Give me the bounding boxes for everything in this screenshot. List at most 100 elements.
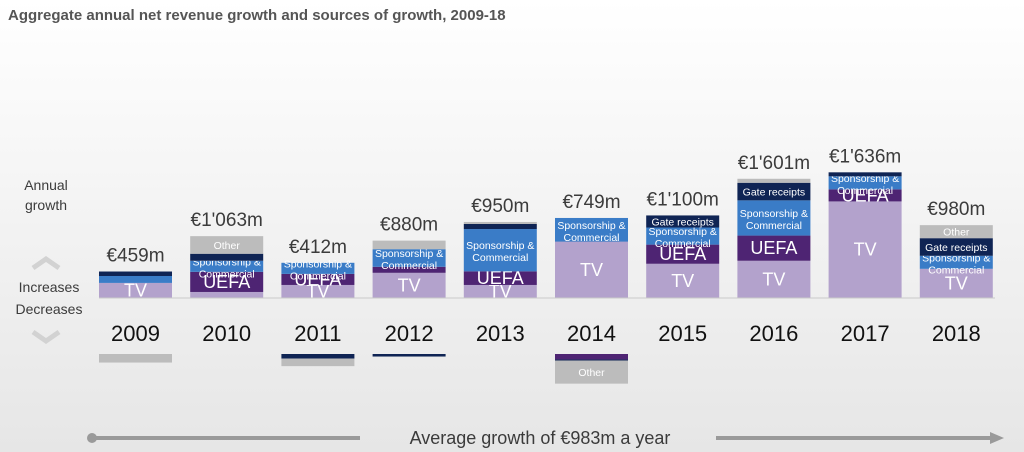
segment-label: TV bbox=[124, 280, 147, 300]
segment-uefa bbox=[190, 271, 264, 292]
segment-label: UEFA bbox=[659, 244, 706, 264]
total-label: €412m bbox=[289, 237, 347, 258]
segment-gate-receipts bbox=[919, 238, 993, 256]
decrease-gate-receipts bbox=[555, 359, 628, 361]
segment-uefa bbox=[646, 244, 720, 264]
segment-label: Sponsorship & Commercial bbox=[831, 173, 899, 197]
segment-label: UEFA bbox=[203, 272, 250, 292]
segment-gate-receipts bbox=[99, 271, 172, 276]
segment-sponsorship-commercial bbox=[190, 260, 264, 272]
segment-tv bbox=[281, 284, 355, 298]
segment-gate-receipts bbox=[828, 172, 902, 177]
segment-label: Gate receipts bbox=[743, 187, 805, 199]
segment-other bbox=[190, 236, 264, 254]
segment-label: TV bbox=[489, 281, 512, 301]
chevron-down-icon bbox=[31, 329, 61, 345]
bar-2014: TV Sponsorship & Commercial €749m Other bbox=[555, 192, 628, 384]
segment-tv bbox=[555, 241, 628, 298]
total-label: €1'636m bbox=[829, 146, 901, 167]
segment-sponsorship-commercial bbox=[555, 217, 628, 242]
chart-title: Aggregate annual net revenue growth and … bbox=[8, 7, 506, 24]
segment-sponsorship-commercial bbox=[99, 275, 172, 283]
decrease-other bbox=[555, 360, 628, 384]
total-label: €1'601m bbox=[738, 153, 810, 174]
segment-label: UEFA bbox=[750, 238, 797, 258]
segment-tv bbox=[646, 263, 720, 298]
total-label: €749m bbox=[562, 192, 620, 213]
segment-label: UEFA bbox=[477, 268, 524, 288]
year-label: 2017 bbox=[841, 321, 890, 346]
segment-gate-receipts bbox=[463, 223, 537, 230]
decrease-other bbox=[99, 354, 172, 363]
average-growth-text: Average growth of €983m a year bbox=[410, 428, 671, 448]
segment-uefa bbox=[828, 189, 902, 202]
segment-label: Sponsorship & Commercial bbox=[557, 220, 625, 244]
year-label: 2016 bbox=[749, 321, 798, 346]
segment-label: Sponsorship & Commercial bbox=[375, 248, 443, 272]
segment-sponsorship-commercial bbox=[646, 227, 720, 245]
segment-label: Sponsorship & Commercial bbox=[284, 258, 352, 282]
bar-2009: TV €459m bbox=[99, 246, 172, 363]
segment-label: Other bbox=[578, 367, 605, 379]
segment-uefa bbox=[372, 266, 446, 273]
arrow-head-icon bbox=[990, 432, 1004, 444]
segment-other bbox=[372, 240, 446, 250]
decrease-uefa bbox=[555, 354, 628, 360]
segment-label: TV bbox=[580, 260, 603, 280]
year-label: 2018 bbox=[932, 321, 981, 346]
segment-tv bbox=[99, 282, 172, 298]
segment-sponsorship-commercial bbox=[737, 200, 811, 236]
year-label: 2014 bbox=[567, 321, 616, 346]
segment-label: Sponsorship & Commercial bbox=[740, 208, 808, 232]
decrease-gate-receipts bbox=[372, 354, 446, 357]
segment-other bbox=[463, 221, 537, 224]
footer-arrow bbox=[87, 432, 1004, 444]
segment-label: TV bbox=[945, 273, 968, 293]
year-label: 2015 bbox=[658, 321, 707, 346]
year-label: 2012 bbox=[385, 321, 434, 346]
bar-2016: TV UEFA Sponsorship & Commercial Gate receip… bbox=[737, 153, 811, 298]
segment-sponsorship-commercial bbox=[463, 229, 537, 272]
year-label: 2011 bbox=[294, 321, 341, 346]
segment-tv bbox=[919, 268, 993, 298]
segment-label: TV bbox=[671, 271, 694, 291]
segment-label: Sponsorship & Commercial bbox=[649, 226, 717, 250]
segment-label: Sponsorship & Commercial bbox=[466, 240, 534, 264]
segment-uefa bbox=[281, 273, 355, 285]
year-label: 2013 bbox=[476, 321, 525, 346]
segment-label: UEFA bbox=[294, 269, 341, 289]
segment-tv bbox=[737, 260, 811, 298]
segment-tv bbox=[463, 284, 537, 298]
segment-label: Gate receipts bbox=[651, 216, 713, 228]
annual-growth-line-1: Annual bbox=[24, 177, 68, 193]
segment-uefa bbox=[737, 235, 811, 261]
year-label: 2009 bbox=[111, 321, 160, 346]
bar-2012: TV Sponsorship & Commercial €880m bbox=[372, 215, 446, 357]
segment-sponsorship-commercial bbox=[281, 262, 355, 274]
decrease-gate-receipts bbox=[281, 354, 355, 359]
annual-growth-label: Annual growth bbox=[24, 177, 68, 213]
segment-label: Sponsorship & Commercial bbox=[922, 252, 990, 276]
total-label: €950m bbox=[471, 196, 529, 217]
total-label: €1'063m bbox=[191, 210, 263, 231]
segment-label: TV bbox=[762, 269, 785, 289]
decrease-other bbox=[281, 358, 355, 367]
segment-gate-receipts bbox=[646, 215, 720, 228]
increases-label: Increases bbox=[19, 279, 80, 295]
segment-label: TV bbox=[398, 275, 421, 295]
segment-tv bbox=[190, 291, 264, 298]
segment-tv bbox=[828, 201, 902, 298]
year-label: 2010 bbox=[202, 321, 251, 346]
segment-gate-receipts bbox=[737, 182, 811, 201]
segment-label: TV bbox=[306, 281, 329, 301]
segment-sponsorship-commercial bbox=[919, 255, 993, 269]
segment-sponsorship-commercial bbox=[828, 176, 902, 190]
segment-gate-receipts bbox=[190, 253, 264, 261]
